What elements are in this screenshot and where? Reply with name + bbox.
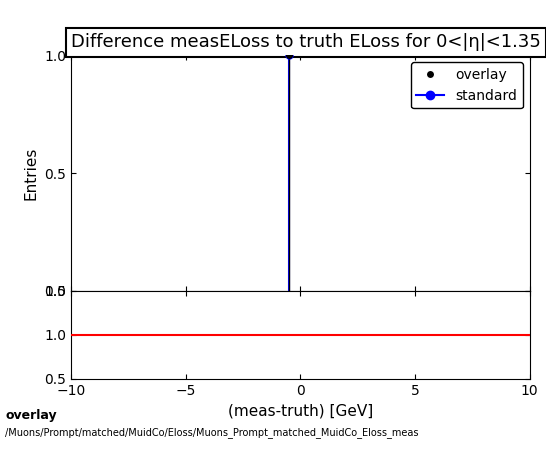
Y-axis label: Entries: Entries <box>23 146 39 200</box>
Text: /Muons/Prompt/matched/MuidCo/Eloss/Muons_Prompt_matched_MuidCo_Eloss_meas: /Muons/Prompt/matched/MuidCo/Eloss/Muons… <box>5 427 419 438</box>
Text: overlay: overlay <box>5 409 57 422</box>
X-axis label: (meas-truth) [GeV]: (meas-truth) [GeV] <box>228 403 373 418</box>
Text: Difference measELoss to truth ELoss for 0<|η|<1.35: Difference measELoss to truth ELoss for … <box>71 33 541 51</box>
Legend: overlay, standard: overlay, standard <box>411 62 523 109</box>
